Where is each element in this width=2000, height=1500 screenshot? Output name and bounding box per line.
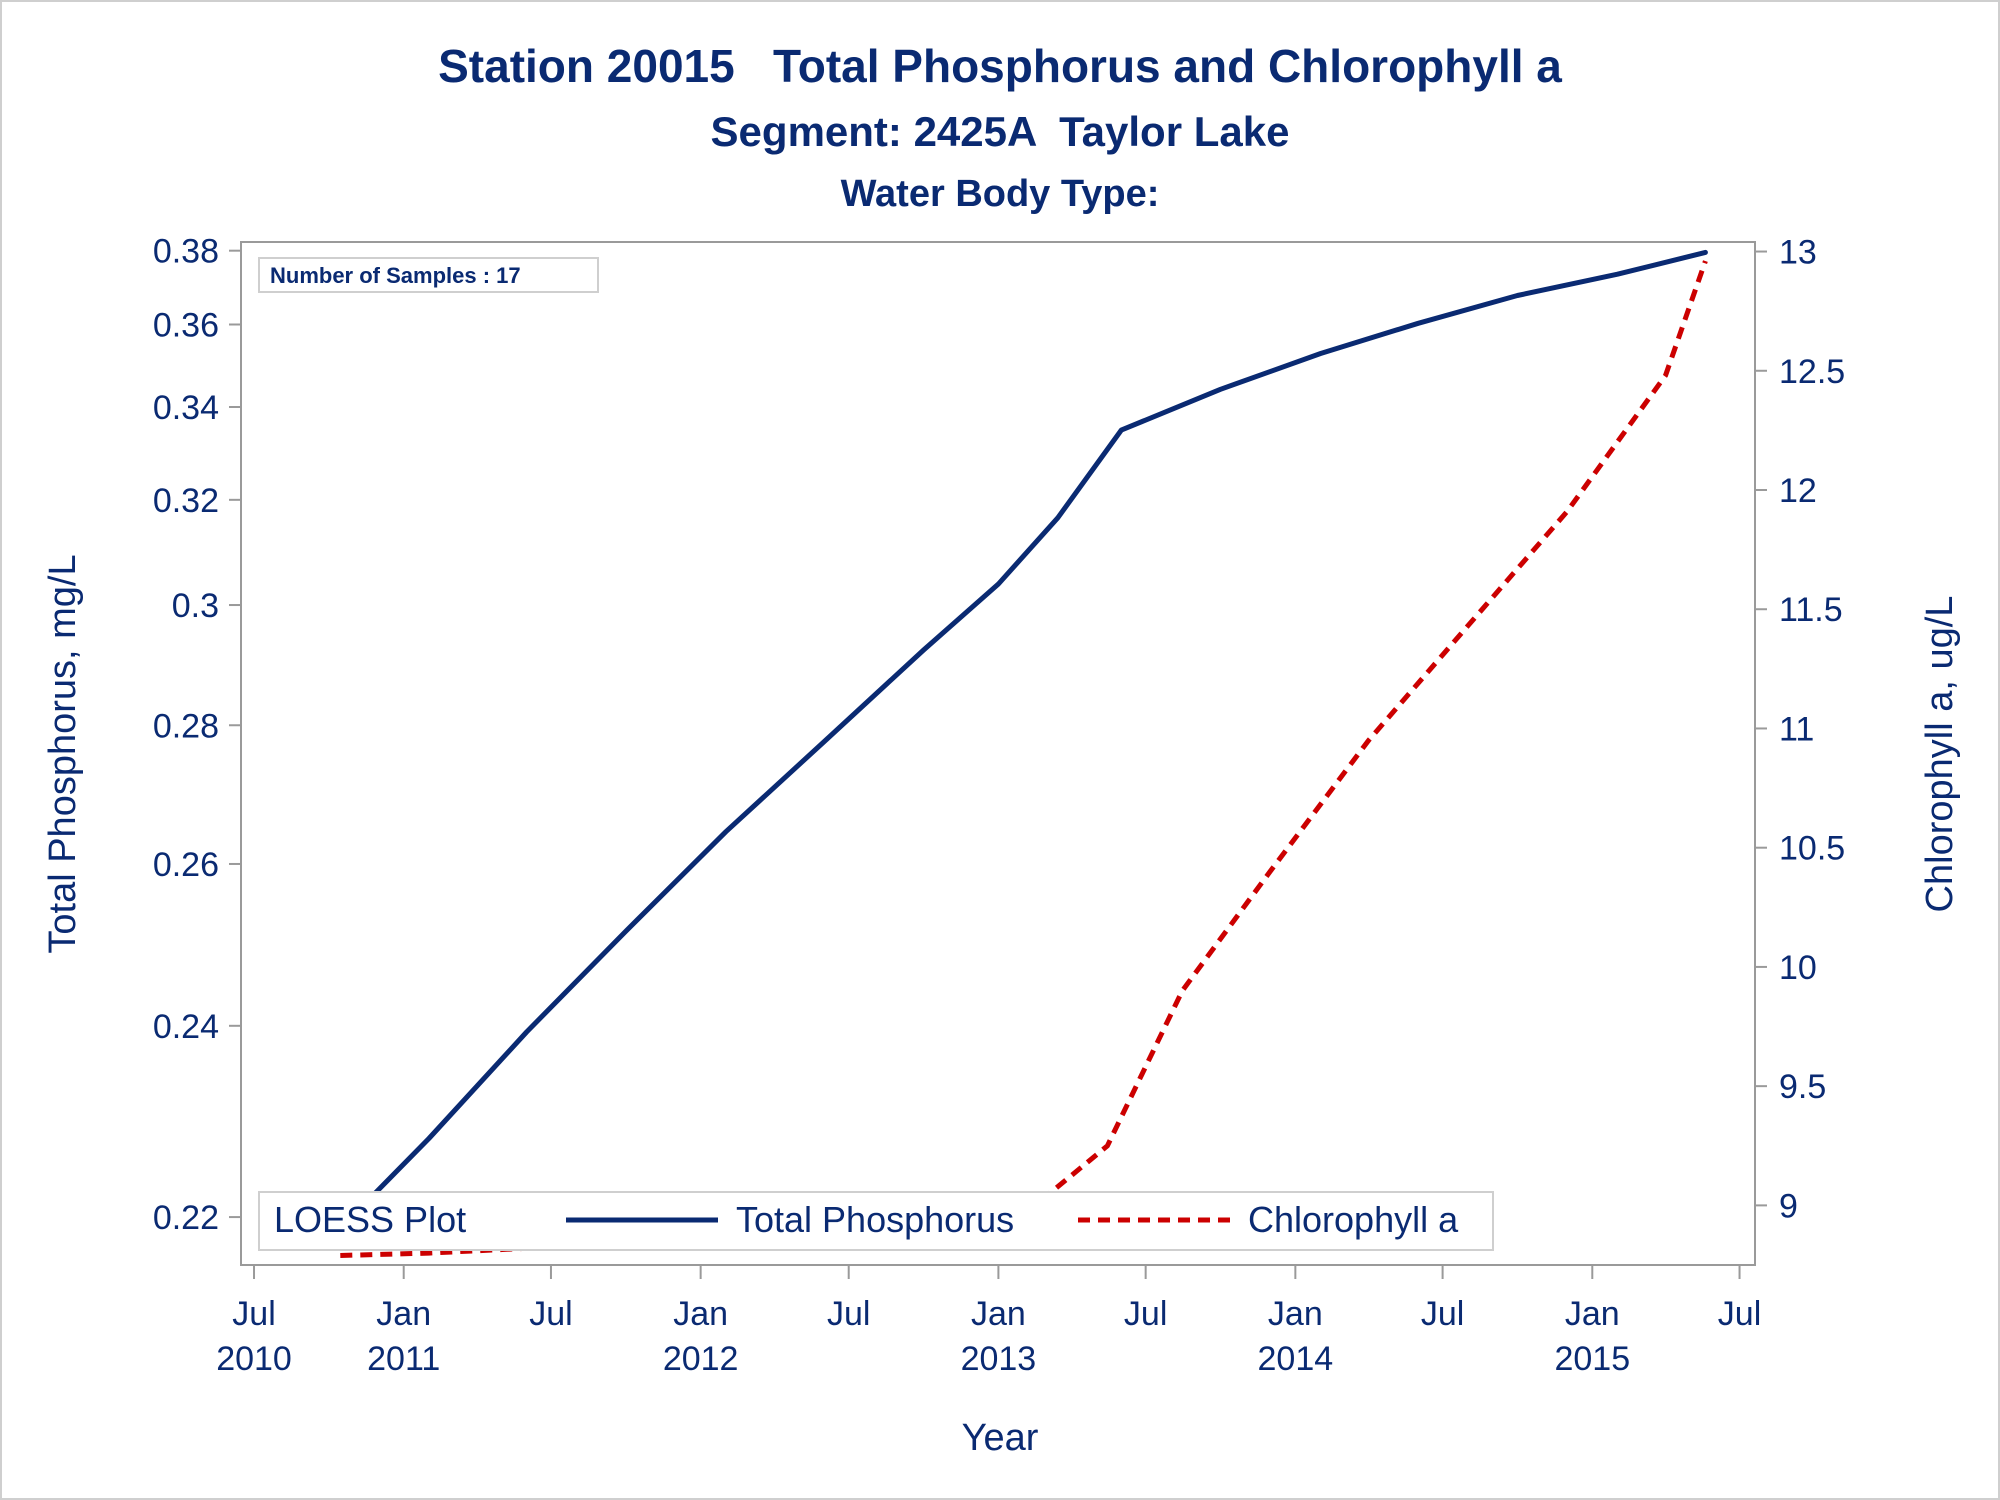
y-tick-label: 0.24 <box>153 1008 219 1046</box>
x-tick-label-month: Jul <box>1718 1295 1761 1333</box>
left-axis: 0.22 0.24 0.26 0.28 0.3 0.32 0.34 0.36 0.38 <box>153 233 241 1237</box>
x-tick-label-year: 2011 <box>367 1340 440 1378</box>
x-tick-label-month: Jan <box>1268 1295 1323 1333</box>
x-tick-label-year: 2013 <box>961 1340 1037 1378</box>
x-tick-label-month: Jul <box>1124 1295 1167 1333</box>
chart-title: Station 20015 Total Phosphorus and Chlor… <box>438 40 1562 92</box>
y2-tick-label: 11.5 <box>1779 591 1843 629</box>
series-layer <box>337 249 1708 1258</box>
right-axis: 9 9.5 10 10.5 11 11.5 12 12.5 13 <box>1755 234 1845 1225</box>
y-tick-label: 0.28 <box>153 707 219 745</box>
x-tick-label-year: 2012 <box>663 1340 739 1378</box>
y2-tick-label: 10.5 <box>1779 830 1845 868</box>
x-tick-label-month: Jan <box>1565 1295 1620 1333</box>
series-line-total-phosphorus <box>337 249 1708 1232</box>
y2-tick-label: 13 <box>1779 234 1817 272</box>
sample-count-box <box>258 257 599 293</box>
legend-box <box>258 1191 1494 1251</box>
x-tick-label-year: 2015 <box>1554 1340 1630 1378</box>
legend-entry-total-phosphorus: Total Phosphorus <box>736 1199 1014 1240</box>
y2-tick-label: 9.5 <box>1779 1068 1826 1106</box>
y-tick-label: 0.32 <box>153 482 219 520</box>
x-axis-label: Year <box>962 1417 1039 1459</box>
x-tick-label-month: Jan <box>971 1295 1026 1333</box>
y-tick-label: 0.34 <box>153 389 219 427</box>
x-tick-label-month: Jan <box>376 1295 431 1333</box>
y-axis-label: Total Phosphorus, mg/L <box>42 554 84 953</box>
y-tick-label: 0.22 <box>153 1199 219 1237</box>
y2-tick-label: 12.5 <box>1779 353 1845 391</box>
x-tick-label-month: Jul <box>827 1295 870 1333</box>
x-tick-label-month: Jul <box>1421 1295 1464 1333</box>
y2-axis-label: Chlorophyll a, ug/L <box>1919 596 1961 913</box>
y2-tick-label: 10 <box>1779 949 1817 987</box>
y-tick-label: 0.3 <box>172 587 219 625</box>
y-tick-label: 0.36 <box>153 307 219 345</box>
x-tick-label-year: 2014 <box>1258 1340 1334 1378</box>
legend-title: LOESS Plot <box>274 1199 466 1240</box>
x-axis: Jul 2010 Jan 2011 Jul Jan 2012 Jul Jan 2013 Jul Jan… <box>216 1265 1761 1378</box>
chart-subtitle: Segment: 2425A Taylor Lake <box>711 108 1290 155</box>
x-tick-label-month: Jan <box>673 1295 728 1333</box>
legend-entry-chlorophyll-a: Chlorophyll a <box>1248 1199 1459 1240</box>
y2-tick-label: 9 <box>1779 1187 1798 1225</box>
y-tick-label: 0.26 <box>153 846 219 884</box>
y2-tick-label: 12 <box>1779 472 1817 510</box>
chart-subtitle-water-body: Water Body Type: <box>841 173 1160 215</box>
x-tick-label-month: Jul <box>232 1295 275 1333</box>
x-tick-label-year: 2010 <box>216 1340 292 1378</box>
y-tick-label: 0.38 <box>153 233 219 271</box>
x-tick-label-month: Jul <box>529 1295 572 1333</box>
y2-tick-label: 11 <box>1779 710 1814 748</box>
sample-count-annotation: Number of Samples : 17 <box>270 263 521 288</box>
